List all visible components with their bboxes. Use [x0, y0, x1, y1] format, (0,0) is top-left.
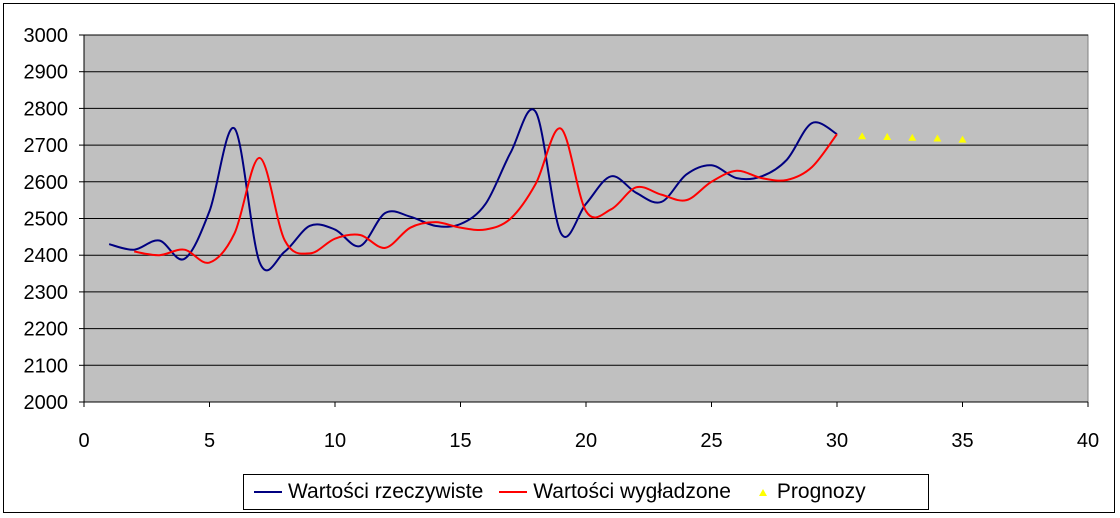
- legend-swatch-actual: [254, 491, 282, 493]
- forecast-marker: [858, 132, 867, 140]
- legend-swatch-forecast: [758, 488, 767, 496]
- y-tick-label: 3000: [24, 25, 69, 47]
- x-tick-label: 35: [951, 430, 973, 452]
- y-tick-label: 2300: [24, 282, 69, 304]
- legend-item-smoothed: Wartości wygładzone: [499, 480, 731, 504]
- legend-item-actual: Wartości rzeczywiste: [254, 480, 483, 504]
- x-tick-label: 5: [204, 430, 215, 452]
- y-tick-label: 2900: [24, 62, 69, 84]
- series-line-0: [108, 108, 838, 272]
- legend-label-forecast: Prognozy: [776, 480, 866, 503]
- y-tick-label: 2500: [24, 209, 69, 231]
- legend-swatch-smoothed: [499, 491, 528, 493]
- x-tick-label: 30: [826, 430, 848, 452]
- x-tick-label: 40: [1077, 430, 1099, 452]
- y-tick-label: 2000: [24, 392, 69, 414]
- y-tick-label: 2200: [24, 319, 69, 341]
- y-tick-label: 2800: [24, 98, 69, 120]
- forecast-marker: [933, 134, 942, 142]
- series-line-1: [134, 127, 838, 264]
- x-tick-label: 15: [449, 430, 471, 452]
- y-tick-label: 2100: [24, 355, 69, 377]
- series-group: [108, 108, 967, 272]
- legend-label-smoothed: Wartości wygładzone: [533, 480, 731, 503]
- forecast-marker: [883, 133, 892, 141]
- x-tick-label: 20: [575, 430, 597, 452]
- forecast-marker: [958, 135, 967, 143]
- x-tick-label: 10: [324, 430, 346, 452]
- legend-item-forecast: Prognozy: [747, 480, 866, 504]
- y-tick-label: 2700: [24, 135, 69, 157]
- legend: Wartości rzeczywiste Wartości wygładzone…: [243, 474, 929, 510]
- legend-label-actual: Wartości rzeczywiste: [288, 480, 484, 503]
- y-axis-ticks: 3000 2900 2800 2700 2600 2500 2400 2300 2200 2100…: [24, 25, 84, 414]
- x-tick-label: 0: [78, 430, 89, 452]
- x-tick-label: 25: [700, 430, 722, 452]
- x-axis-ticks: 0 5 10 15 20 25 30 35 40: [78, 402, 1099, 452]
- y-tick-label: 2600: [24, 172, 69, 194]
- forecast-marker: [908, 133, 917, 141]
- y-tick-label: 2400: [24, 245, 69, 267]
